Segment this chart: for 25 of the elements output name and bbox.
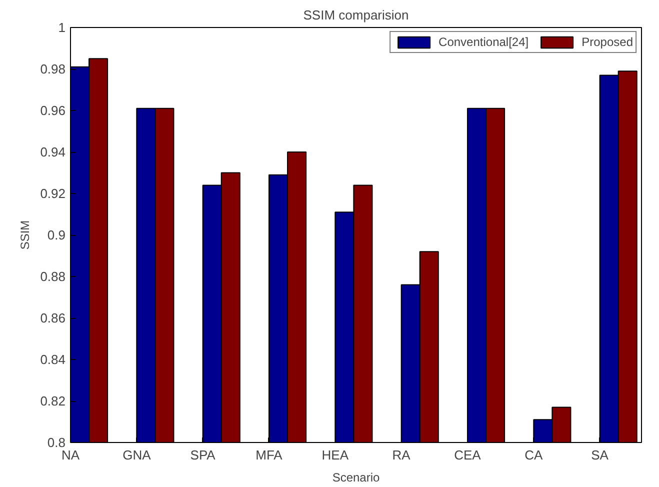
x-tick-label: RA (392, 448, 411, 462)
y-tick-label: 0.88 (40, 269, 66, 284)
y-tick-label: 0.86 (40, 310, 66, 326)
legend-label: Proposed (582, 35, 633, 49)
y-tick-label: 0.8 (47, 435, 66, 450)
y-tick-label: 0.92 (40, 186, 66, 201)
y-tick-label: 0.94 (40, 144, 66, 160)
legend-label: Conventional[24] (438, 35, 529, 49)
y-tick-label: 0.84 (40, 352, 66, 367)
x-tick-label: MFA (256, 448, 283, 462)
y-tick-label: 0.98 (40, 62, 66, 76)
y-tick-label: 0.96 (40, 103, 66, 118)
y-tick-label: 1 (58, 20, 66, 35)
x-tick-label: SPA (190, 448, 216, 462)
x-tick-label: HEA (322, 448, 349, 462)
y-tick-label: 0.82 (40, 394, 66, 408)
x-tick-label: NA (61, 448, 80, 462)
chart-title: SSIM comparision (303, 8, 409, 22)
x-axis-title: Scenario (332, 470, 380, 484)
x-tick-label: GNA (122, 448, 152, 462)
y-tick-label: 0.9 (47, 228, 66, 242)
x-tick-label: SA (591, 448, 609, 462)
x-tick-label: CEA (454, 448, 482, 462)
x-tick-label: CA (524, 448, 544, 462)
y-axis-title: SSIM (18, 220, 32, 250)
